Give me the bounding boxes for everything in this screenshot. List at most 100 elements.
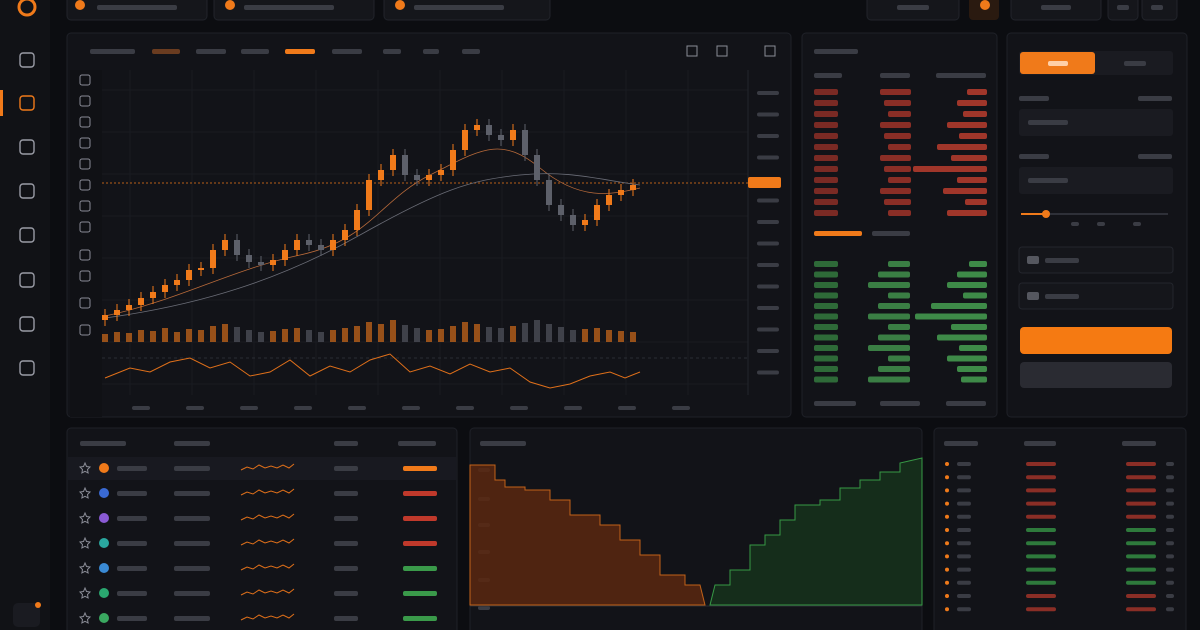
placeholder-text (334, 516, 358, 521)
placeholder-text (965, 199, 987, 205)
user-button[interactable] (13, 603, 40, 627)
drawing-tool[interactable] (79, 270, 91, 282)
trade-dot (945, 462, 949, 466)
volume-bar (246, 330, 252, 342)
placeholder-text (967, 89, 987, 95)
placeholder-text (672, 406, 690, 410)
volume-bar (294, 328, 300, 342)
volume-bar (234, 327, 240, 342)
star[interactable] (78, 586, 92, 599)
nav-icon[interactable] (19, 52, 35, 68)
placeholder-text (132, 406, 150, 410)
icon-button[interactable] (969, 0, 999, 20)
placeholder-text (757, 155, 779, 160)
placeholder-text (878, 334, 910, 341)
placeholder-text (757, 134, 779, 138)
candle-body (522, 130, 528, 155)
star[interactable] (78, 511, 92, 524)
placeholder-text (403, 566, 437, 571)
placeholder-text (959, 345, 987, 351)
chart-tool[interactable] (716, 45, 728, 57)
volume-bar (378, 324, 384, 342)
chart-tool[interactable] (686, 45, 698, 57)
drawing-tool[interactable] (79, 137, 91, 149)
moving-average (104, 148, 641, 317)
placeholder-text (334, 541, 358, 546)
placeholder-text (957, 501, 971, 506)
drawing-tool[interactable] (79, 324, 91, 336)
submit-button[interactable] (1020, 327, 1172, 354)
star[interactable] (78, 461, 92, 474)
drawing-tool[interactable] (79, 297, 91, 309)
placeholder-text (814, 100, 838, 106)
placeholder-text (947, 122, 987, 128)
input[interactable] (1019, 109, 1173, 136)
placeholder-text (814, 401, 856, 406)
placeholder-text (1166, 607, 1174, 612)
drawing-tool[interactable] (79, 158, 91, 170)
candle-body (174, 280, 180, 285)
placeholder-text (1126, 475, 1156, 480)
volume-bar (306, 330, 312, 342)
star[interactable] (78, 486, 92, 499)
placeholder-text (814, 282, 838, 288)
candle-body (606, 195, 612, 205)
placeholder-text (757, 220, 779, 224)
placeholder-text (456, 406, 474, 410)
nav-icon[interactable] (19, 95, 35, 111)
candle-body (126, 305, 132, 310)
placeholder-text (403, 491, 437, 496)
sidebar (0, 0, 50, 630)
select[interactable] (1018, 282, 1174, 310)
nav-icon[interactable] (19, 272, 35, 288)
placeholder-text (1026, 594, 1056, 598)
drawing-tool[interactable] (79, 116, 91, 128)
sparkline (240, 488, 295, 496)
star[interactable] (78, 611, 92, 624)
nav-icon[interactable] (19, 227, 35, 243)
placeholder-text (334, 616, 358, 621)
nav-icon[interactable] (19, 183, 35, 199)
panel (933, 427, 1187, 630)
nav-icon[interactable] (19, 139, 35, 155)
candle-body (390, 155, 396, 170)
chart-tool[interactable] (764, 45, 776, 57)
volume-bar (282, 329, 288, 342)
placeholder-text (957, 514, 971, 519)
drawing-tool[interactable] (79, 74, 91, 86)
nav-icon[interactable] (19, 316, 35, 332)
drawing-tool[interactable] (79, 95, 91, 107)
placeholder-text (957, 488, 971, 493)
placeholder-text (1041, 5, 1071, 10)
input[interactable] (1019, 167, 1173, 194)
candle-body (246, 255, 252, 262)
volume-bar (138, 330, 144, 342)
depth-asks (709, 457, 923, 606)
star[interactable] (78, 536, 92, 549)
slider-handle[interactable] (1042, 210, 1050, 218)
placeholder-text (1026, 541, 1056, 546)
secondary-button[interactable] (1020, 362, 1172, 388)
placeholder-text (294, 406, 312, 410)
trade-dot (945, 580, 949, 585)
placeholder-text (814, 313, 838, 320)
drawing-tool[interactable] (79, 221, 91, 233)
select[interactable] (1018, 246, 1174, 274)
star[interactable] (78, 561, 92, 574)
nav-icon[interactable] (19, 360, 35, 376)
drawing-tool[interactable] (79, 249, 91, 261)
volume-bar (450, 326, 456, 342)
volume-bar (546, 324, 552, 342)
placeholder-text (944, 441, 978, 446)
placeholder-text (757, 284, 779, 289)
volume-bar (126, 333, 132, 342)
placeholder-text (888, 261, 910, 267)
candle-body (534, 155, 540, 180)
placeholder-text (814, 345, 838, 351)
placeholder-text (951, 324, 987, 330)
placeholder-text (174, 591, 210, 596)
drawing-tool[interactable] (79, 179, 91, 191)
drawing-tool[interactable] (79, 200, 91, 212)
candle-body (150, 292, 156, 298)
